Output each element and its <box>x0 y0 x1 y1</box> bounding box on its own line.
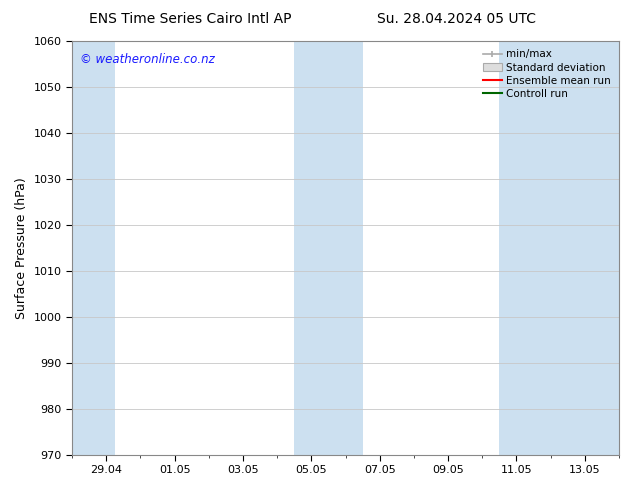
Text: © weatheronline.co.nz: © weatheronline.co.nz <box>81 53 215 67</box>
Y-axis label: Surface Pressure (hPa): Surface Pressure (hPa) <box>15 177 28 318</box>
Text: Su. 28.04.2024 05 UTC: Su. 28.04.2024 05 UTC <box>377 12 536 26</box>
Text: ENS Time Series Cairo Intl AP: ENS Time Series Cairo Intl AP <box>89 12 292 26</box>
Bar <box>500 41 619 455</box>
Legend: min/max, Standard deviation, Ensemble mean run, Controll run: min/max, Standard deviation, Ensemble me… <box>480 46 614 102</box>
Bar <box>72 41 115 455</box>
Bar <box>294 41 363 455</box>
